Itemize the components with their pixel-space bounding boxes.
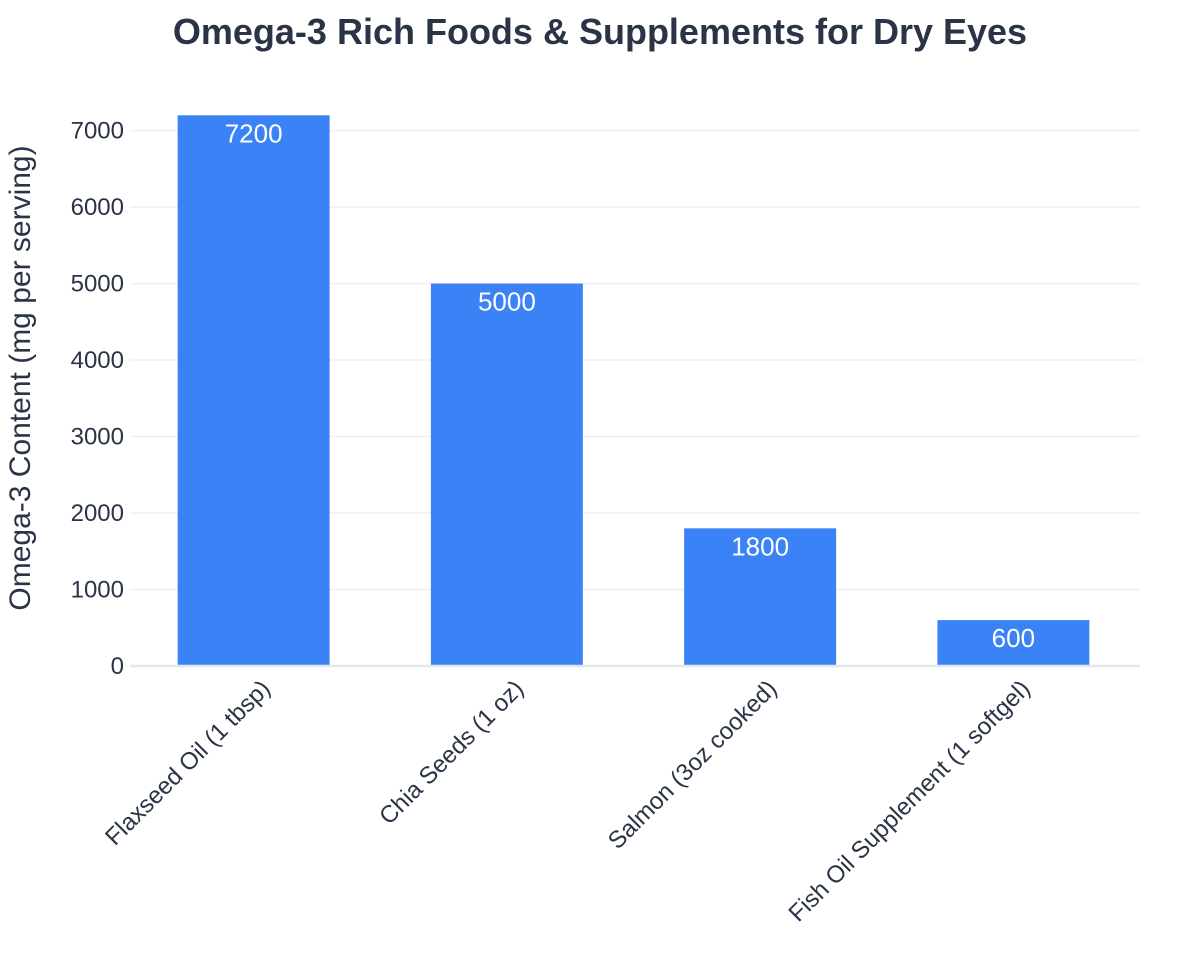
y-tick-label: 4000 bbox=[71, 347, 124, 374]
x-tick-label: Chia Seeds (1 oz) bbox=[374, 675, 529, 830]
x-tick-label: Salmon (3oz cooked) bbox=[603, 675, 782, 854]
y-tick-label: 0 bbox=[111, 653, 124, 680]
x-tick-label: Flaxseed Oil (1 tbsp) bbox=[100, 675, 276, 851]
y-tick-label: 7000 bbox=[71, 118, 124, 145]
x-tick-label: Fish Oil Supplement (1 softgel) bbox=[784, 675, 1036, 927]
y-tick-label: 2000 bbox=[71, 500, 124, 527]
chart-title: Omega-3 Rich Foods & Supplements for Dry… bbox=[173, 11, 1027, 52]
bar-value-label: 600 bbox=[992, 623, 1035, 653]
bar-value-label: 7200 bbox=[225, 118, 283, 148]
y-tick-label: 3000 bbox=[71, 424, 124, 451]
y-tick-label: 6000 bbox=[71, 194, 124, 221]
y-tick-label: 5000 bbox=[71, 271, 124, 298]
bars bbox=[177, 115, 1090, 666]
bar bbox=[684, 528, 837, 666]
y-tick-label: 1000 bbox=[71, 577, 124, 604]
bar bbox=[937, 620, 1090, 666]
bar bbox=[430, 283, 583, 666]
bar-value-label: 5000 bbox=[478, 287, 536, 317]
y-axis-title: Omega-3 Content (mg per serving) bbox=[4, 145, 37, 610]
bar bbox=[177, 115, 330, 666]
bar-value-label: 1800 bbox=[731, 531, 789, 561]
